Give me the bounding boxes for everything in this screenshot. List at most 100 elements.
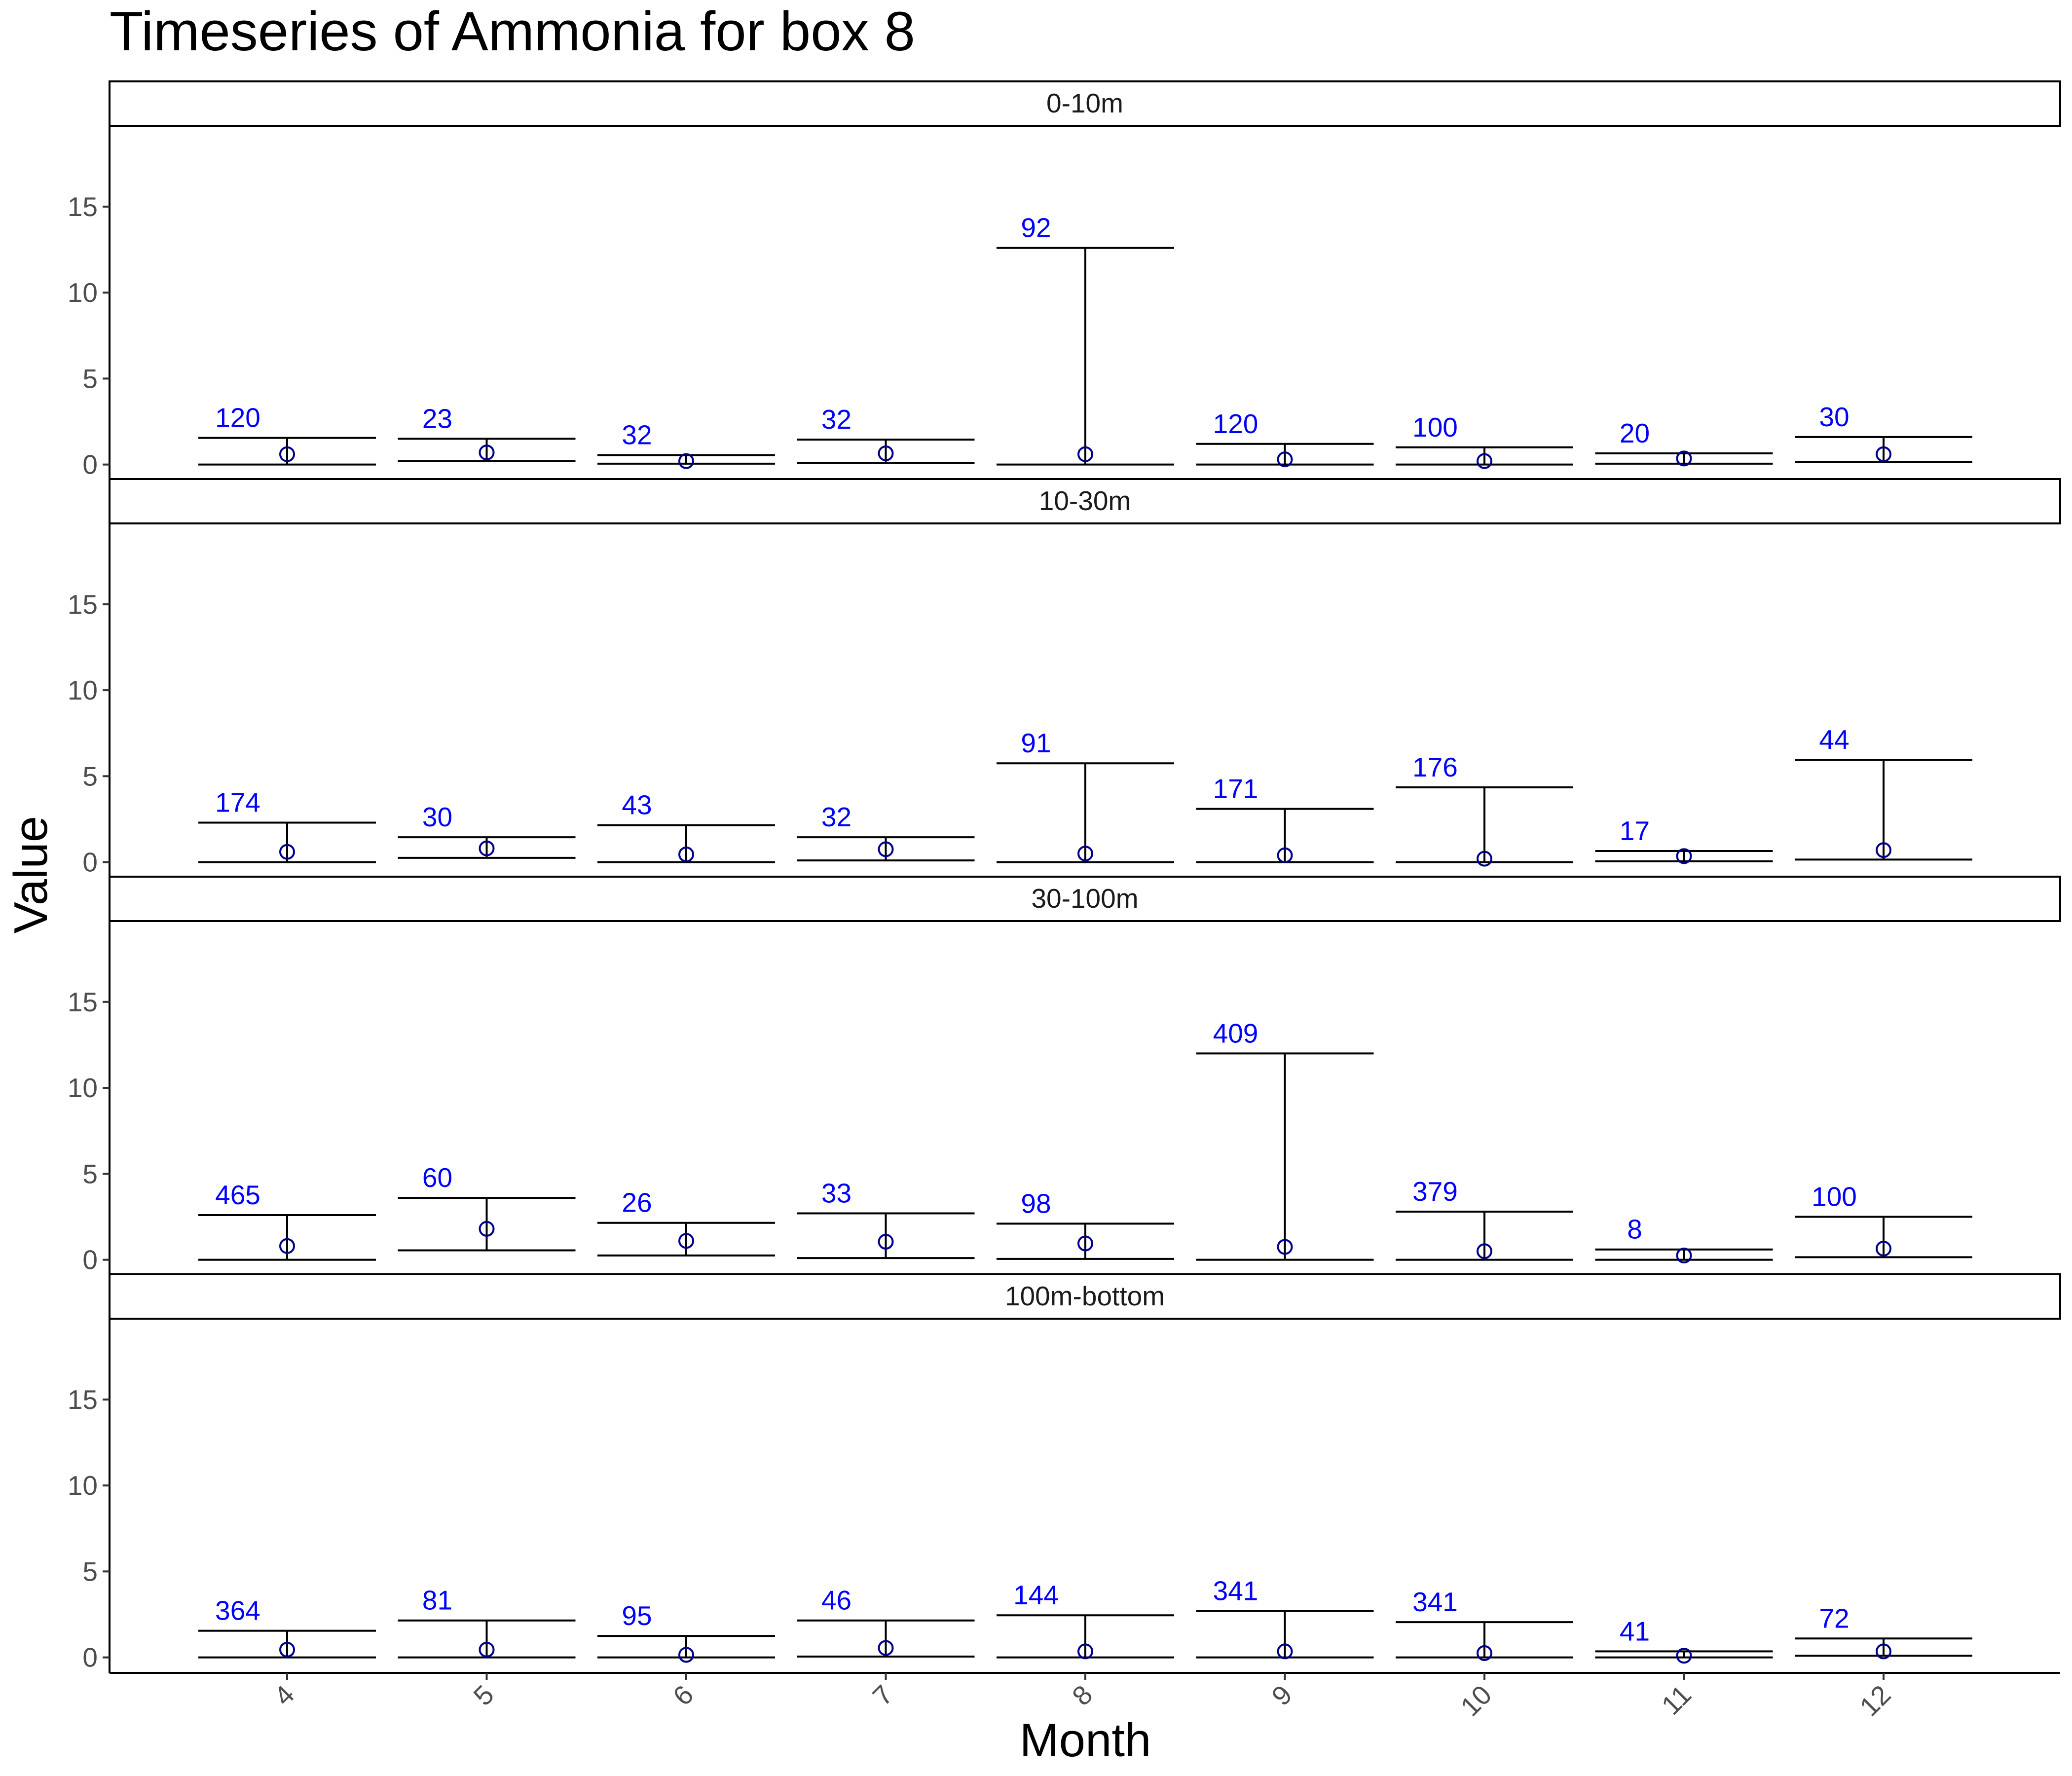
sample-count-label: 32 (821, 404, 851, 435)
errorbar-group: 341 (1196, 1576, 1374, 1659)
errorbar-group: 30 (398, 802, 576, 858)
x-tick-label: 5 (468, 1679, 500, 1711)
sample-count-label: 17 (1620, 815, 1650, 846)
sample-count-label: 44 (1819, 724, 1849, 755)
y-tick-label: 10 (68, 1073, 98, 1103)
errorbar-group: 144 (997, 1580, 1174, 1658)
sample-count-label: 409 (1213, 1018, 1258, 1048)
errorbar-group: 60 (398, 1162, 576, 1250)
errorbar-group: 100 (1795, 1181, 1972, 1257)
y-tick-label: 5 (82, 1556, 98, 1587)
sample-count-label: 174 (215, 787, 260, 817)
sample-count-label: 33 (821, 1178, 851, 1209)
sample-count-label: 81 (422, 1585, 452, 1616)
y-tick-label: 10 (68, 675, 98, 705)
errorbar-group: 32 (797, 802, 975, 860)
sample-count-label: 98 (1021, 1188, 1051, 1219)
y-tick-label: 5 (82, 363, 98, 394)
sample-count-label: 32 (622, 419, 652, 450)
errorbar-group: 44 (1795, 724, 1972, 859)
sample-count-label: 465 (215, 1180, 260, 1210)
errorbar-group: 174 (198, 787, 376, 862)
facet-strip-label: 30-100m (1031, 883, 1138, 914)
x-tick-label: 7 (867, 1679, 899, 1711)
sample-count-label: 120 (215, 403, 260, 433)
y-tick-label: 5 (82, 1158, 98, 1189)
y-axis-title: Value (4, 816, 57, 933)
errorbar-group: 26 (597, 1187, 775, 1256)
errorbar-group: 46 (797, 1585, 975, 1657)
errorbar-group: 176 (1396, 752, 1573, 866)
errorbar-group: 98 (997, 1188, 1174, 1258)
sample-count-label: 60 (422, 1162, 452, 1193)
sample-count-label: 379 (1412, 1176, 1458, 1207)
sample-count-label: 72 (1819, 1603, 1849, 1633)
sample-count-label: 95 (622, 1600, 652, 1631)
errorbar-group: 33 (797, 1178, 975, 1258)
sample-count-label: 91 (1021, 728, 1051, 758)
errorbar-group: 120 (198, 403, 376, 465)
sample-count-label: 32 (821, 802, 851, 832)
y-tick-label: 10 (68, 1470, 98, 1501)
sample-count-label: 41 (1620, 1616, 1650, 1646)
facet-panel: 0-10m 0 5 10 15 120 23 32 32 92 120 100 20 30 (68, 81, 2060, 480)
sample-count-label: 30 (422, 802, 452, 832)
sample-count-label: 26 (622, 1187, 652, 1218)
facet-strip-label: 0-10m (1046, 88, 1123, 118)
errorbar-group: 8 (1595, 1214, 1773, 1262)
errorbar-group: 409 (1196, 1018, 1374, 1259)
facet-panel: 10-30m 0 5 10 15 174 30 43 32 91 171 176 17 44 (68, 479, 2060, 878)
x-tick-label: 8 (1066, 1679, 1098, 1711)
sample-count-label: 8 (1627, 1214, 1642, 1245)
sample-count-label: 144 (1013, 1580, 1059, 1610)
errorbar-group: 92 (997, 212, 1174, 464)
y-tick-label: 10 (68, 277, 98, 308)
facet-panel: 100m-bottom 0 5 10 15 364 81 95 46 144 341 341 41 72 (68, 1274, 2060, 1673)
facet-strip-label: 100m-bottom (1005, 1281, 1165, 1311)
errorbar-group: 95 (597, 1600, 775, 1662)
errorbar-group: 81 (398, 1585, 576, 1658)
errorbar-group: 30 (1795, 402, 1972, 462)
x-tick-label: 12 (1853, 1679, 1896, 1722)
sample-count-label: 341 (1412, 1587, 1458, 1617)
sample-count-label: 100 (1412, 412, 1458, 443)
errorbar-group: 20 (1595, 418, 1773, 465)
x-tick-label: 6 (667, 1679, 699, 1711)
errorbar-group: 91 (997, 728, 1174, 862)
sample-count-label: 171 (1213, 774, 1258, 804)
errorbar-group: 43 (597, 790, 775, 862)
x-tick-label: 9 (1266, 1679, 1298, 1711)
sample-count-label: 20 (1620, 418, 1650, 448)
x-tick-label: 10 (1454, 1679, 1497, 1722)
errorbar-group: 41 (1595, 1616, 1773, 1663)
y-tick-label: 0 (82, 847, 98, 878)
errorbar-group: 120 (1196, 408, 1374, 466)
y-tick-label: 0 (82, 1642, 98, 1673)
y-tick-label: 15 (68, 1384, 98, 1415)
y-tick-label: 15 (68, 191, 98, 222)
errorbar-group: 341 (1396, 1587, 1573, 1660)
errorbar-group: 100 (1396, 412, 1573, 468)
sample-count-label: 92 (1021, 212, 1051, 243)
facet-strip-label: 10-30m (1039, 485, 1131, 516)
errorbar-group: 379 (1396, 1176, 1573, 1260)
sample-count-label: 23 (422, 403, 452, 434)
sample-count-label: 30 (1819, 402, 1849, 432)
errorbar-group: 32 (797, 404, 975, 463)
sample-count-label: 364 (215, 1595, 260, 1626)
y-tick-label: 0 (82, 1245, 98, 1275)
y-tick-label: 15 (68, 987, 98, 1017)
sample-count-label: 341 (1213, 1576, 1258, 1606)
y-tick-label: 0 (82, 449, 98, 480)
x-axis-title: Month (1020, 1714, 1151, 1767)
y-tick-label: 5 (82, 761, 98, 791)
errorbar-group: 32 (597, 419, 775, 468)
errorbar-group: 17 (1595, 815, 1773, 863)
chart-title: Timeseries of Ammonia for box 8 (110, 0, 915, 62)
x-tick-label: 4 (268, 1679, 300, 1711)
sample-count-label: 46 (821, 1585, 851, 1616)
facet-panel: 30-100m 0 5 10 15 465 60 26 33 98 409 379 8 100 (68, 877, 2060, 1275)
sample-count-label: 100 (1812, 1181, 1857, 1212)
